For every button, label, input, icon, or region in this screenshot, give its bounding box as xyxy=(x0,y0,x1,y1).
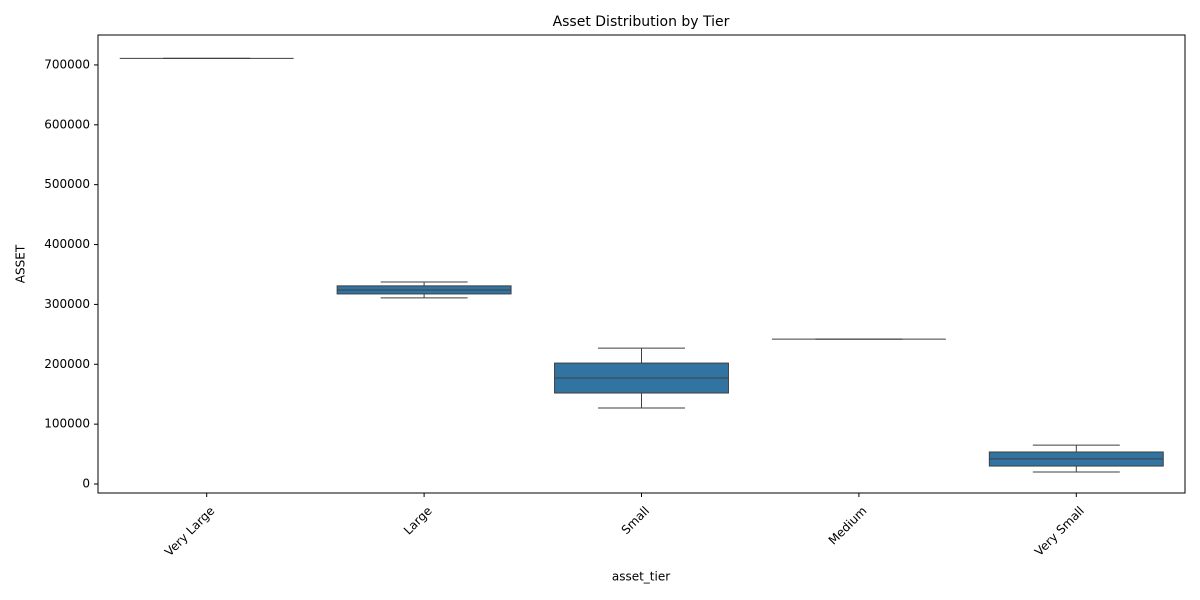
y-tick-label: 200000 xyxy=(44,357,90,371)
y-tick-label: 700000 xyxy=(44,57,90,71)
y-tick-label: 600000 xyxy=(44,117,90,131)
chart-title: Asset Distribution by Tier xyxy=(553,14,730,30)
x-tick-label: Very Large xyxy=(162,504,217,559)
y-axis-label: ASSET xyxy=(14,244,28,283)
x-tick-label: Very Small xyxy=(1032,504,1087,559)
y-tick-label: 500000 xyxy=(44,177,90,191)
x-tick-label: Small xyxy=(619,504,652,537)
x-tick-label: Medium xyxy=(826,504,870,548)
y-tick-label: 400000 xyxy=(44,237,90,251)
plot-frame xyxy=(97,34,1186,494)
y-tick-label: 100000 xyxy=(44,417,90,431)
x-axis-label: asset_tier xyxy=(612,570,670,584)
y-tick-label: 300000 xyxy=(44,297,90,311)
y-tick-label: 0 xyxy=(82,477,90,491)
x-tick-label: Large xyxy=(401,504,435,538)
